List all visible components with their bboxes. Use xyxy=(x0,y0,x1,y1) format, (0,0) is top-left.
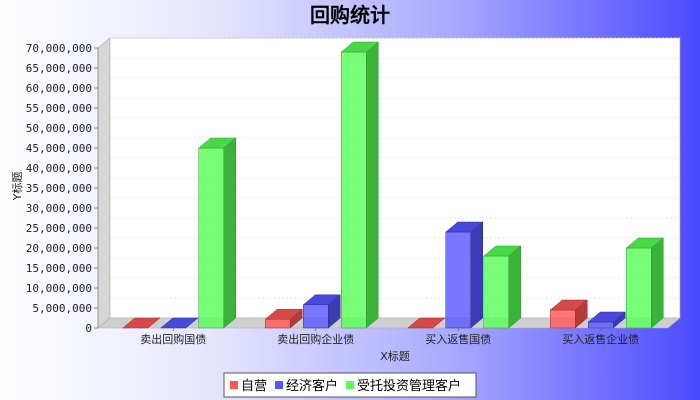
bar-top xyxy=(587,311,626,323)
legend-swatch xyxy=(230,381,238,389)
bar-side xyxy=(366,41,379,329)
left-wall xyxy=(97,37,111,329)
bar xyxy=(340,41,379,329)
bar-side xyxy=(470,221,483,329)
bar-front xyxy=(265,318,291,329)
bar xyxy=(122,317,161,329)
bar xyxy=(587,311,626,329)
legend-entry: 受托投资管理客户 xyxy=(357,378,461,394)
legend-entry: 经济客户 xyxy=(286,378,338,394)
floor xyxy=(97,317,681,329)
bar-side xyxy=(651,237,664,329)
bars-group xyxy=(122,41,664,329)
y-tick-label: 60,000,000 xyxy=(26,82,92,95)
bar xyxy=(549,299,588,329)
bar-top xyxy=(340,41,379,53)
y-tick-label: 45,000,000 xyxy=(26,142,92,155)
y-tick-label: 55,000,000 xyxy=(26,102,92,115)
legend-entry: 自营 xyxy=(241,379,267,394)
x-axis-categories: 卖出回购国债 卖出回购企业债 买入返售国债 买入返售企业债 xyxy=(140,328,639,346)
bar-top xyxy=(264,308,303,320)
x-tick-label: 买入返售企业债 xyxy=(562,332,639,346)
y-tick-label: 65,000,000 xyxy=(26,62,92,75)
bar-top xyxy=(625,237,664,249)
bar-side xyxy=(223,137,236,329)
y-tick-label: 0 xyxy=(85,322,92,335)
bar-top xyxy=(445,221,484,233)
bar-front xyxy=(550,309,576,329)
chart-title: 回购统计 xyxy=(310,3,390,27)
bar-front xyxy=(588,321,614,329)
bar-front xyxy=(341,51,367,329)
y-tick-label: 50,000,000 xyxy=(26,122,92,135)
bar-top xyxy=(160,317,199,329)
bar xyxy=(198,137,237,329)
legend-swatch xyxy=(275,381,284,389)
y-tick-label: 70,000,000 xyxy=(26,42,92,55)
x-tick-label: 买入返售国债 xyxy=(425,332,491,346)
bar-top xyxy=(122,317,161,329)
legend-swatch xyxy=(346,381,355,389)
y-axis-title: Y标题 xyxy=(10,172,24,202)
y-tick-label: 35,000,000 xyxy=(26,182,92,195)
y-tick-label: 30,000,000 xyxy=(26,202,92,215)
y-tick-label: 25,000,000 xyxy=(26,222,92,235)
bar-top xyxy=(198,137,237,149)
bar-side xyxy=(508,245,521,329)
bar xyxy=(625,237,664,329)
y-tick-label: 5,000,000 xyxy=(32,302,92,315)
bar-front xyxy=(303,304,329,329)
bar-top xyxy=(407,317,446,329)
y-tick-label: 20,000,000 xyxy=(26,242,92,255)
bar xyxy=(264,308,303,329)
y-tick-label: 10,000,000 xyxy=(26,282,92,295)
bar-front xyxy=(626,247,652,329)
x-axis-title: X标题 xyxy=(380,349,410,363)
legend: 自营 经济客户 受托投资管理客户 xyxy=(223,372,477,398)
bar-top xyxy=(483,245,522,257)
bar xyxy=(302,294,341,329)
bar xyxy=(407,317,446,329)
bar xyxy=(160,317,199,329)
x-tick-label: 卖出回购企业债 xyxy=(277,332,354,346)
bar-top xyxy=(302,294,341,306)
x-tick-label: 卖出回购国债 xyxy=(140,332,206,346)
plot-area xyxy=(97,37,681,329)
bar-top xyxy=(549,299,588,311)
grid-lines xyxy=(110,37,680,299)
bar-front xyxy=(198,147,224,329)
y-tick-label: 40,000,000 xyxy=(26,162,92,175)
bar xyxy=(445,221,484,329)
y-tick-label: 15,000,000 xyxy=(26,262,92,275)
bar-front xyxy=(483,255,509,329)
bar xyxy=(483,245,522,329)
bar-front xyxy=(445,231,471,329)
y-axis-ticks: 0 5,000,000 10,000,000 15,000,000 20,000,000… xyxy=(26,42,99,335)
